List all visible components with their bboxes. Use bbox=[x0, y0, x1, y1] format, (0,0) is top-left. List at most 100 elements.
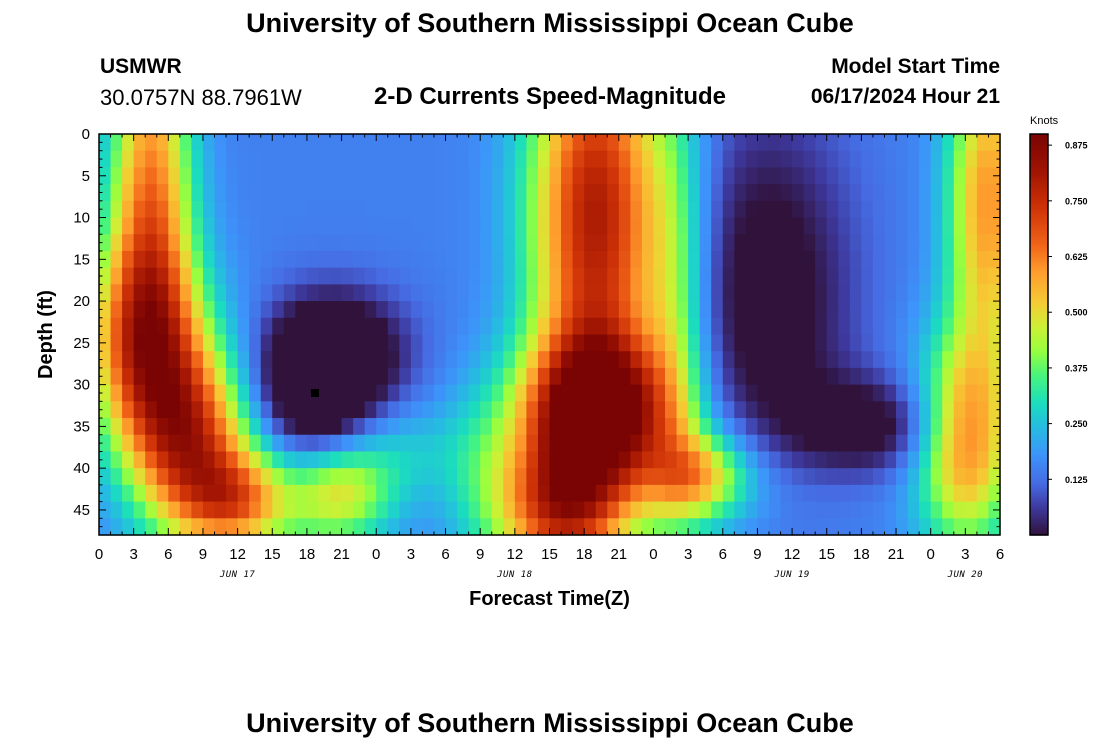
heatmap-cell bbox=[745, 284, 759, 302]
heatmap-cell bbox=[491, 167, 504, 185]
heatmap-cell bbox=[202, 217, 216, 235]
heatmap-cell bbox=[491, 234, 504, 252]
heatmap-cell bbox=[688, 367, 701, 386]
colorbar-segment bbox=[1030, 171, 1048, 175]
heatmap-cell bbox=[526, 351, 539, 369]
heatmap-cell bbox=[653, 501, 666, 519]
heatmap-cell bbox=[930, 250, 943, 269]
heatmap-cell bbox=[283, 351, 296, 369]
heatmap-cell bbox=[445, 334, 458, 352]
x-tick-label: 0 bbox=[649, 546, 657, 563]
heatmap-cell bbox=[353, 501, 366, 519]
heatmap-cell bbox=[399, 384, 412, 402]
heatmap-cell bbox=[422, 250, 435, 269]
heatmap-cell bbox=[838, 351, 851, 369]
heatmap-cell bbox=[341, 284, 354, 302]
heatmap-cell bbox=[457, 317, 470, 336]
heatmap-cell bbox=[179, 518, 193, 536]
colorbar-segment bbox=[1030, 304, 1048, 308]
heatmap-cell bbox=[457, 184, 470, 202]
heatmap-cell bbox=[861, 367, 874, 386]
heatmap-cell bbox=[688, 317, 701, 336]
heatmap-cell bbox=[145, 484, 158, 503]
heatmap-cell bbox=[364, 367, 377, 386]
colorbar-segment bbox=[1030, 326, 1048, 331]
colorbar-segment bbox=[1030, 397, 1048, 401]
heatmap-cell bbox=[884, 284, 897, 302]
heatmap-cell bbox=[99, 434, 112, 453]
heatmap-cell bbox=[884, 250, 897, 269]
heatmap-cell bbox=[630, 384, 643, 402]
heatmap-cell bbox=[792, 317, 805, 336]
heatmap-cell bbox=[272, 384, 285, 402]
heatmap-cell bbox=[722, 351, 735, 369]
heatmap-cell bbox=[965, 317, 978, 336]
heatmap-cell bbox=[145, 317, 158, 336]
heatmap-cell bbox=[711, 484, 724, 503]
heatmap-cell bbox=[133, 484, 146, 503]
heatmap-cell bbox=[260, 267, 273, 285]
heatmap-cell bbox=[561, 484, 574, 503]
heatmap-cell bbox=[145, 401, 158, 419]
heatmap-cell bbox=[387, 150, 400, 169]
y-tick-label: 25 bbox=[73, 335, 90, 352]
heatmap-cell bbox=[988, 217, 1001, 235]
heatmap-cell bbox=[503, 351, 516, 369]
colorbar-segment bbox=[1030, 176, 1048, 180]
colorbar-segment bbox=[1030, 347, 1048, 351]
colorbar-segment bbox=[1030, 196, 1048, 200]
heatmap-cell bbox=[156, 234, 169, 252]
colorbar-segment bbox=[1030, 437, 1048, 441]
heatmap-cell bbox=[272, 234, 285, 252]
heatmap-cell bbox=[561, 301, 574, 319]
heatmap-cell bbox=[202, 484, 216, 503]
heatmap-cell bbox=[295, 234, 308, 252]
heatmap-cell bbox=[641, 217, 655, 235]
heatmap-cell bbox=[919, 301, 932, 319]
heatmap-cell bbox=[607, 301, 620, 319]
heatmap-cell bbox=[445, 250, 458, 269]
heatmap-cell bbox=[168, 217, 181, 235]
heatmap-cell bbox=[260, 451, 273, 469]
heatmap-cell bbox=[237, 351, 250, 369]
heatmap-cell bbox=[202, 134, 216, 152]
heatmap-cell bbox=[537, 317, 551, 336]
heatmap-cell bbox=[618, 501, 631, 519]
heatmap-cell bbox=[815, 334, 828, 352]
heatmap-cell bbox=[630, 167, 643, 185]
heatmap-cell bbox=[214, 200, 227, 219]
heatmap-cell bbox=[757, 334, 770, 352]
heatmap-cell bbox=[537, 234, 551, 252]
heatmap-cell bbox=[861, 501, 874, 519]
heatmap-cell bbox=[226, 334, 239, 352]
heatmap-cell bbox=[618, 217, 631, 235]
heatmap-cell bbox=[410, 384, 424, 402]
heatmap-cell bbox=[768, 184, 782, 202]
heatmap-cell bbox=[433, 501, 447, 519]
heatmap-cell bbox=[422, 217, 435, 235]
heatmap-cell bbox=[976, 284, 990, 302]
heatmap-cell bbox=[468, 200, 481, 219]
heatmap-cell bbox=[306, 418, 320, 436]
heatmap-cell bbox=[468, 284, 481, 302]
heatmap-cell bbox=[757, 184, 770, 202]
heatmap-cell bbox=[214, 267, 227, 285]
heatmap-cell bbox=[433, 351, 447, 369]
heatmap-cell bbox=[976, 184, 990, 202]
heatmap-cell bbox=[780, 468, 793, 486]
heatmap-cell bbox=[122, 451, 135, 469]
heatmap-cell bbox=[584, 217, 597, 235]
heatmap-cell bbox=[792, 384, 805, 402]
heatmap-cell bbox=[976, 301, 990, 319]
heatmap-cell bbox=[226, 200, 239, 219]
heatmap-cell bbox=[410, 351, 424, 369]
heatmap-cell bbox=[930, 518, 943, 536]
heatmap-cell bbox=[283, 284, 296, 302]
heatmap-cell bbox=[133, 184, 146, 202]
heatmap-cell bbox=[237, 267, 250, 285]
heatmap-cell bbox=[768, 267, 782, 285]
heatmap-cell bbox=[537, 134, 551, 152]
heatmap-cell bbox=[965, 451, 978, 469]
heatmap-cell bbox=[572, 434, 585, 453]
heatmap-cell bbox=[387, 451, 400, 469]
